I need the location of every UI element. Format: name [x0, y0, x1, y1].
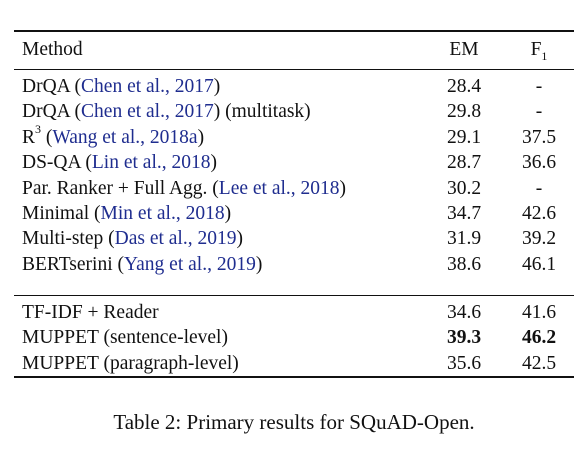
method-name: TF-IDF + Reader [22, 302, 159, 323]
header-f1-sub: 1 [541, 48, 548, 63]
f1-score: 37.5 [521, 126, 557, 148]
table-row: R3 (Wang et al., 2018a) 29.1 37.5 [14, 122, 574, 150]
em-score: 28.4 [446, 76, 482, 97]
table-row: TF-IDF + Reader 34.6 41.6 [14, 300, 574, 325]
method-suffix: (multitask) [220, 101, 311, 123]
table-caption: Table 2: Primary results for SQuAD-Open. [113, 410, 475, 434]
f1-score: - [535, 177, 543, 199]
table-row: MUPPET (paragraph-level) 35.6 42.5 [14, 351, 574, 376]
em-score: 34.6 [446, 302, 482, 323]
em-score: 39.3 [446, 327, 482, 349]
method-cell: BERTserini (Yang et al., 2019) [22, 253, 263, 275]
method-name: MUPPET (paragraph-level) [22, 352, 239, 374]
method-name: DrQA [22, 76, 75, 97]
header-row: Method EM F1 [14, 37, 574, 62]
method-name: BERTserini [22, 253, 118, 275]
method-cell: DrQA (Chen et al., 2017) (multitask) [22, 101, 311, 123]
mid-rule [14, 295, 574, 296]
f1-score: 46.1 [521, 253, 557, 275]
f1-score: 42.5 [521, 352, 557, 374]
f1-score: - [535, 101, 543, 123]
citation-link[interactable]: Lin et al., 2018 [91, 152, 211, 174]
em-score: 34.7 [446, 203, 482, 224]
method-name: DrQA [22, 101, 75, 123]
f1-score: 46.2 [521, 327, 557, 349]
table-row: MUPPET (sentence-level) 39.3 46.2 [14, 325, 574, 350]
table-row: Multi-step (Das et al., 2019) 31.9 39.2 [14, 226, 574, 251]
method-name: Minimal [22, 203, 95, 224]
f1-score: 39.2 [521, 228, 557, 250]
method-cell: Multi-step (Das et al., 2019) [22, 228, 243, 250]
f1-score: 42.6 [521, 203, 557, 224]
em-score: 29.1 [446, 126, 482, 148]
citation-link[interactable]: Yang et al., 2019 [124, 253, 256, 275]
header-rule [14, 69, 574, 70]
header-f1: F1 [508, 37, 570, 62]
em-score: 38.6 [446, 253, 482, 275]
citation-link[interactable]: Das et al., 2019 [114, 228, 237, 250]
table-row: DrQA (Chen et al., 2017) (multitask) 29.8… [14, 99, 574, 124]
bottom-rule [14, 376, 574, 378]
method-cell: Minimal (Min et al., 2018) [22, 203, 232, 224]
table-row: Par. Ranker + Full Agg. (Lee et al., 201… [14, 176, 574, 201]
citation-link[interactable]: Lee et al., 2018 [218, 177, 340, 199]
em-score: 35.6 [446, 352, 482, 374]
header-method: Method [22, 39, 83, 60]
top-rule [14, 30, 574, 32]
citation-link[interactable]: Chen et al., 2017 [81, 76, 214, 97]
em-score: 30.2 [446, 177, 482, 199]
f1-score: 36.6 [521, 152, 557, 174]
method-name: Par. Ranker + Full Agg. [22, 177, 213, 199]
method-name: R [22, 126, 36, 148]
method-cell: R3 (Wang et al., 2018a) [22, 122, 205, 148]
citation-link[interactable]: Chen et al., 2017 [81, 101, 214, 123]
table-row: DS-QA (Lin et al., 2018) 28.7 36.6 [14, 150, 574, 175]
method-name: MUPPET (sentence-level) [22, 327, 228, 349]
method-superscript: 3 [35, 122, 42, 137]
method-cell: DS-QA (Lin et al., 2018) [22, 152, 217, 174]
f1-score: 41.6 [521, 302, 557, 323]
method-name: DS-QA [22, 152, 86, 174]
f1-score: - [535, 76, 543, 97]
header-em: EM [449, 39, 479, 60]
em-score: 29.8 [446, 101, 482, 123]
header-f1-base: F [530, 39, 542, 60]
method-cell: DrQA (Chen et al., 2017) [22, 76, 221, 97]
method-cell: Par. Ranker + Full Agg. (Lee et al., 201… [22, 177, 347, 199]
table-row: BERTserini (Yang et al., 2019) 38.6 46.1 [14, 252, 574, 277]
table-row: Minimal (Min et al., 2018) 34.7 42.6 [14, 201, 574, 226]
citation-link[interactable]: Min et al., 2018 [100, 203, 225, 224]
table-row: DrQA (Chen et al., 2017) 28.4 - [14, 74, 574, 99]
em-score: 28.7 [446, 152, 482, 174]
em-score: 31.9 [446, 228, 482, 250]
method-name: Multi-step [22, 228, 109, 250]
citation-link[interactable]: Wang et al., 2018a [52, 126, 198, 148]
